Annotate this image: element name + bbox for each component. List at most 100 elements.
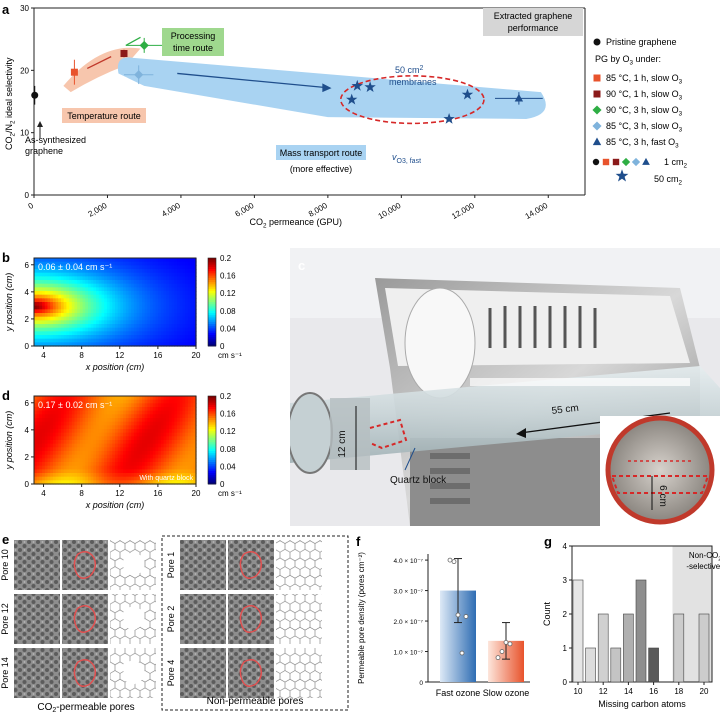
heatmap-cell: [160, 407, 165, 412]
heatmap-cell: [152, 265, 157, 270]
heatmap-cell: [120, 272, 124, 277]
heatmap-cell: [193, 338, 197, 343]
heatmap-cell: [34, 465, 38, 470]
heatmap-cell: [142, 338, 146, 343]
heatmap-cell: [96, 458, 100, 463]
heatmap-cell: [177, 396, 181, 401]
heatmap-cell: [44, 313, 49, 318]
colorbar-cell: [208, 326, 216, 329]
heatmap-cell: [82, 280, 86, 285]
heatmap-cell: [61, 451, 65, 456]
heatmap-cell: [182, 280, 186, 285]
heatmap-cell: [158, 432, 162, 437]
heatmap-cell: [182, 447, 186, 452]
heatmap-cell: [115, 425, 119, 430]
heatmap-cell: [190, 425, 194, 430]
heatmap-cell: [79, 298, 84, 303]
heatmap-cell: [71, 403, 76, 408]
heatmap-cell: [71, 462, 76, 467]
heatmap-cell: [160, 421, 165, 426]
heatmap-cell: [125, 436, 130, 441]
heatmap-cell: [98, 320, 103, 325]
heatmap-cell: [69, 265, 73, 270]
heatmap-cell: [93, 313, 97, 318]
heatmap-cell: [136, 335, 140, 340]
heatmap-cell: [163, 473, 167, 478]
heatmap-cell: [34, 261, 38, 266]
heatmap-cell: [123, 447, 127, 452]
heatmap-cell: [90, 414, 94, 419]
colorbar-cell: [208, 264, 216, 268]
heatmap-cell: [106, 291, 111, 296]
heatmap-cell: [36, 338, 40, 343]
heatmap-cell: [117, 436, 121, 441]
heatmap-cell: [147, 436, 151, 441]
heatmap-cell: [42, 302, 46, 307]
heatmap-cell: [69, 462, 73, 467]
heatmap-cell: [190, 418, 194, 423]
heatmap-cell: [104, 465, 108, 470]
heatmap-cell: [52, 480, 57, 485]
bar: [572, 579, 584, 683]
heatmap-cell: [163, 421, 167, 426]
heatmap-cell: [185, 338, 189, 343]
heatmap-cell: [42, 480, 46, 485]
heatmap-cell: [158, 269, 162, 274]
heatmap-cell: [187, 407, 192, 412]
heatmap-cell: [34, 309, 38, 314]
heatmap-cell: [88, 480, 92, 485]
heatmap-cell: [144, 291, 148, 296]
heatmap-cell: [90, 480, 94, 485]
heatmap-cell: [150, 410, 154, 415]
heatmap-cell: [36, 436, 40, 441]
y-tick-label: 3.0 × 10⁻⁷: [394, 589, 424, 596]
heatmap-cell: [58, 451, 62, 456]
heatmap-cell: [101, 338, 105, 343]
heatmap-cell: [125, 258, 130, 263]
heatmap-cell: [144, 443, 148, 448]
heatmap-cell: [117, 432, 121, 437]
heatmap-cell: [169, 399, 173, 404]
heatmap-cell: [47, 324, 51, 329]
heatmap-cell: [82, 302, 86, 307]
heatmap-cell: [158, 480, 162, 485]
heatmap-cell: [123, 432, 127, 437]
heatmap-cell: [69, 324, 73, 329]
heatmap-cell: [182, 291, 186, 296]
heatmap-cell: [109, 269, 113, 274]
heatmap-cell: [174, 309, 178, 314]
heatmap-cell: [182, 276, 186, 281]
heatmap-cell: [144, 421, 148, 426]
heatmap-cell: [166, 320, 170, 325]
colorbar-cell: [208, 400, 216, 404]
heatmap-cell: [44, 283, 49, 288]
heatmap-cell: [190, 287, 194, 292]
colorbar-label: 0.08: [220, 445, 236, 454]
heatmap-cell: [71, 291, 76, 296]
heatmap-cell: [150, 265, 154, 270]
heatmap-cell: [139, 451, 143, 456]
heatmap-cell: [77, 443, 81, 448]
heatmap-cell: [85, 331, 89, 336]
colorbar-cell: [208, 435, 216, 439]
heatmap-cell: [55, 269, 59, 274]
heatmap-cell: [74, 283, 78, 288]
heatmap-cell: [96, 425, 100, 430]
heatmap-cell: [131, 338, 135, 343]
heatmap-cell: [61, 407, 65, 412]
heatmap-cell: [79, 476, 84, 481]
heatmap-cell: [55, 342, 59, 347]
heatmap-cell: [79, 465, 84, 470]
heatmap-cell: [139, 418, 143, 423]
heatmap-cell: [136, 473, 140, 478]
heatmap-cell: [179, 309, 184, 314]
heatmap-cell: [147, 272, 151, 277]
heatmap-cell: [42, 440, 46, 445]
heatmap-cell: [120, 338, 124, 343]
heatmap-cell: [150, 269, 154, 274]
heatmap-cell: [112, 429, 116, 434]
colorbar-cell: [208, 455, 216, 459]
heatmap-cell: [61, 309, 65, 314]
